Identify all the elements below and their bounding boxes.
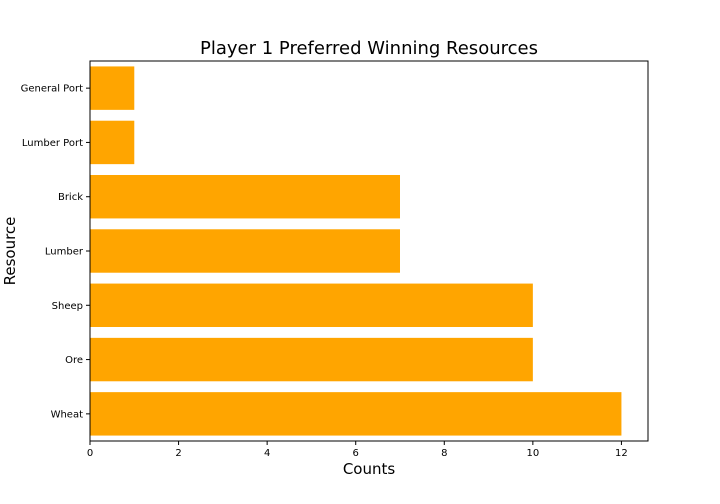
x-tick-label-12: 12 (615, 448, 628, 459)
x-tick-label-6: 6 (353, 448, 359, 459)
y-axis-ticks: Wheat Ore Sheep Lumber Brick Lumber Port Gener… (21, 84, 90, 420)
chart-title: Player 1 Preferred Winning Resources (200, 38, 538, 59)
y-tick-label-brick: Brick (58, 192, 83, 203)
plot-frame (89, 60, 649, 442)
y-tick-label-lumber-port: Lumber Port (22, 138, 83, 149)
bar-wheat (90, 392, 622, 436)
bar-general-port (90, 66, 135, 110)
x-axis-ticks: 0 2 4 6 8 10 12 (87, 441, 628, 459)
y-tick-label-wheat: Wheat (51, 409, 84, 420)
bars-group (90, 66, 622, 436)
y-axis-label: Resource (1, 217, 19, 286)
y-tick-label-ore: Ore (65, 355, 83, 366)
x-tick-label-8: 8 (441, 448, 447, 459)
y-tick-label-lumber: Lumber (45, 247, 84, 258)
bar-lumber-port (90, 120, 135, 165)
y-tick-label-sheep: Sheep (52, 301, 83, 312)
x-axis-label: Counts (343, 460, 396, 478)
x-tick-label-10: 10 (526, 448, 539, 459)
x-tick-label-0: 0 (87, 448, 93, 459)
x-tick-label-4: 4 (264, 448, 270, 459)
bar-lumber (90, 229, 400, 273)
x-tick-label-2: 2 (175, 448, 181, 459)
bar-sheep (90, 283, 533, 327)
bar-brick (90, 175, 400, 219)
y-tick-label-general-port: General Port (21, 84, 83, 95)
bar-ore (90, 337, 533, 382)
